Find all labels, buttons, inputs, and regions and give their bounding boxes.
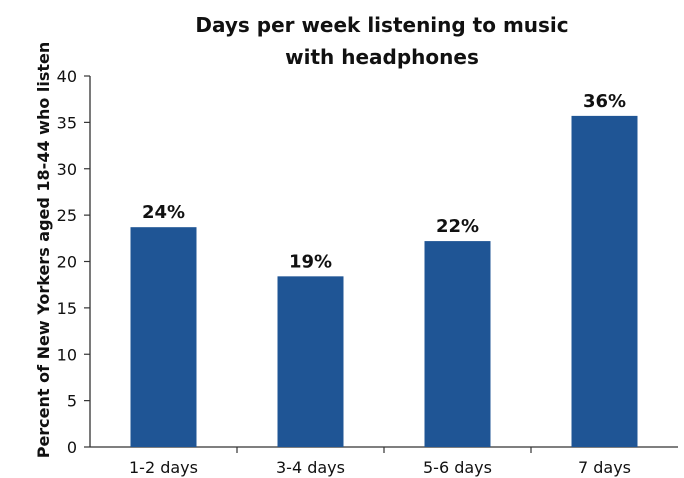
bar-value-label: 19% [289, 251, 332, 272]
y-tick-label: 40 [57, 67, 77, 86]
x-tick-label: 1-2 days [129, 458, 198, 477]
y-tick-label: 0 [67, 438, 77, 457]
y-tick-label: 25 [57, 206, 77, 225]
chart-title-line-1: Days per week listening to music [195, 13, 568, 37]
bar [571, 115, 638, 447]
y-tick-label: 5 [67, 392, 77, 411]
y-tick-label: 10 [57, 345, 77, 364]
bar-value-label: 24% [142, 202, 185, 223]
bar [277, 276, 344, 447]
x-tick-label: 3-4 days [276, 458, 345, 477]
bar-value-label: 36% [583, 91, 626, 112]
plot-area: 0 5 10 15 20 25 30 35 40 24% 1-2 days 19% 3-4 days 22… [57, 67, 678, 477]
bar-value-label: 22% [436, 216, 479, 237]
bar [424, 241, 491, 447]
x-tick-label: 7 days [578, 458, 631, 477]
y-tick-label: 35 [57, 113, 77, 132]
y-tick-label: 15 [57, 299, 77, 318]
x-tick-label: 5-6 days [423, 458, 492, 477]
y-axis-label: Percent of New Yorkers aged 18-44 who li… [34, 42, 53, 459]
y-tick-label: 30 [57, 160, 77, 179]
chart-title-line-2: with headphones [285, 45, 479, 69]
y-tick-label: 20 [57, 253, 77, 272]
bar [130, 227, 197, 447]
